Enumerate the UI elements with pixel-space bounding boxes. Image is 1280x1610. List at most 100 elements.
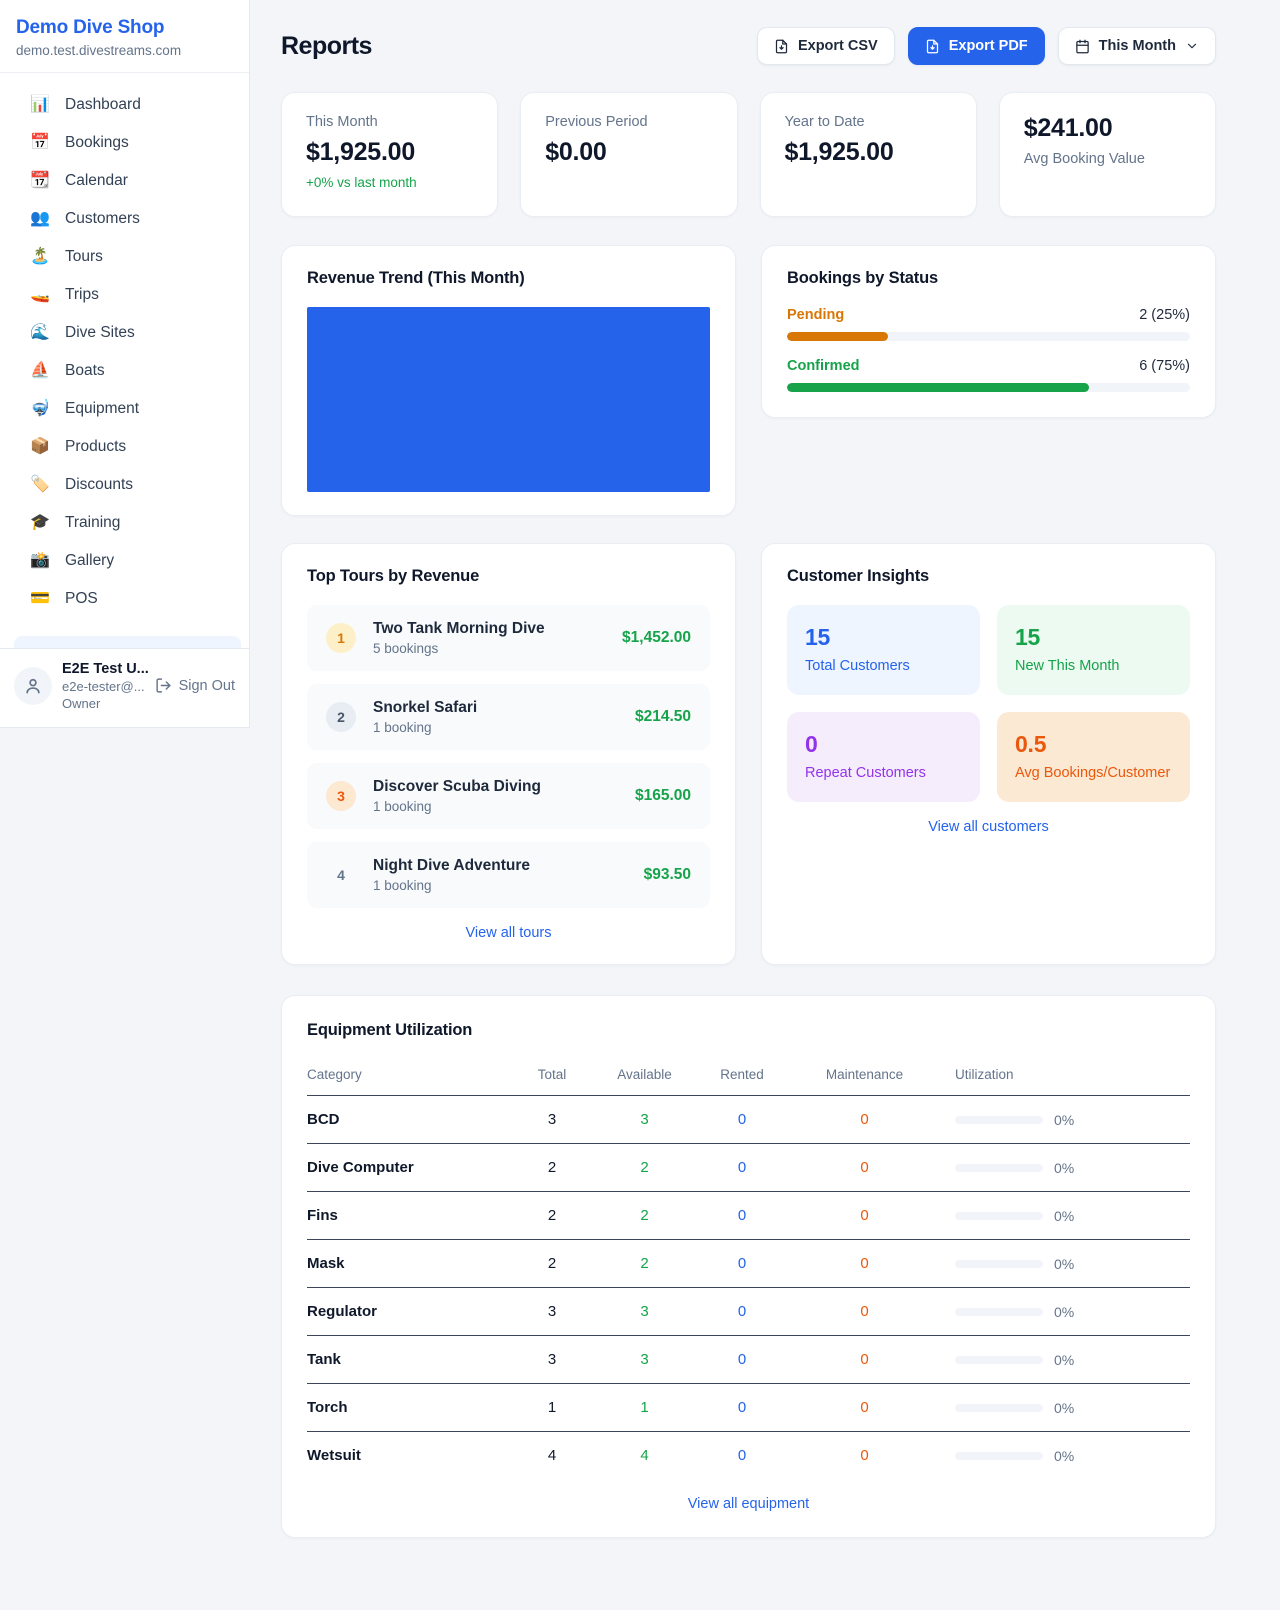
utilization-bar-track [955, 1115, 1043, 1124]
cell-available: 3 [640, 1303, 649, 1320]
sidebar-item-dive-sites[interactable]: 🌊 Dive Sites [14, 314, 241, 352]
tour-name: Snorkel Safari [373, 699, 478, 716]
status-list: Pending 2 (25%) Confirmed 6 (75%) [787, 307, 1190, 392]
tour-revenue: $1,452.00 [622, 629, 691, 646]
tour-item-night-dive-adventure: 4 Night Dive Adventure 1 booking $93.50 [307, 842, 710, 908]
period-selector[interactable]: This Month [1057, 27, 1216, 65]
stat-delta: +0% vs last month [306, 175, 417, 190]
cell-rented: 0 [737, 1399, 747, 1416]
cell-available: 2 [640, 1207, 649, 1224]
charts-row: Revenue Trend (This Month) Bookings by S… [281, 245, 1216, 516]
utilization-wrap: 0% [955, 1304, 1190, 1320]
tour-name: Discover Scuba Diving [373, 778, 541, 795]
sign-out-button[interactable]: Sign Out [155, 661, 235, 694]
revenue-trend-title: Revenue Trend (This Month) [307, 269, 525, 287]
sidebar-item-tours[interactable]: 🏝️ Tours [14, 238, 241, 276]
sidebar-item-discounts[interactable]: 🏷️ Discounts [14, 466, 241, 504]
equipment-row-regulator: Regulator 3 3 0 0 0% [307, 1288, 1190, 1336]
sidebar-item-pos[interactable]: 💳 POS [14, 580, 241, 618]
file-download-icon [775, 39, 788, 53]
sidebar-item-trips[interactable]: 🚤 Trips [14, 276, 241, 314]
customer-insights-title: Customer Insights [787, 567, 930, 585]
cell-category: Regulator [307, 1303, 378, 1320]
cell-available: 2 [640, 1159, 649, 1176]
calendar-icon [1075, 39, 1089, 53]
column-header-total: Total [537, 1067, 567, 1082]
insight-tile-avg-bookings-customer: 0.5 Avg Bookings/Customer [997, 712, 1190, 802]
utilization-bar-track [955, 1307, 1043, 1316]
sidebar-header: Demo Dive Shop demo.test.divestreams.com [0, 0, 249, 73]
stat-label: Previous Period [545, 114, 648, 130]
tour-list: 1 Two Tank Morning Dive 5 bookings $1,45… [307, 605, 710, 908]
tour-name: Two Tank Morning Dive [373, 620, 545, 637]
status-head: Pending 2 (25%) [787, 307, 1190, 323]
insight-label: Repeat Customers [805, 765, 926, 781]
status-progress-track [787, 332, 1190, 341]
sidebar-item-bookings[interactable]: 📅 Bookings [14, 124, 241, 162]
nav-item-icon: 📊 [30, 96, 50, 113]
cell-category: Dive Computer [307, 1159, 414, 1176]
nav-item-label: Equipment [65, 400, 140, 417]
cell-utilization: 0% [937, 1448, 1190, 1464]
insight-tile-repeat-customers: 0 Repeat Customers [787, 712, 980, 802]
sidebar-item-dashboard[interactable]: 📊 Dashboard [14, 86, 241, 124]
status-progress-fill [787, 332, 888, 341]
tour-info: Night Dive Adventure 1 booking [373, 857, 530, 893]
page-title: Reports [281, 31, 372, 60]
cell-total: 4 [547, 1447, 557, 1464]
stat-label: Year to Date [784, 114, 865, 130]
rank-badge: 3 [326, 781, 356, 811]
insight-label: Avg Bookings/Customer [1015, 765, 1171, 781]
sidebar-item-products[interactable]: 📦 Products [14, 428, 241, 466]
tour-item-snorkel-safari: 2 Snorkel Safari 1 booking $214.50 [307, 684, 710, 750]
main-content: Reports Export CSV Export PDF This Month… [250, 0, 1280, 1538]
utilization-percent: 0% [1054, 1399, 1075, 1416]
insight-label: New This Month [1015, 658, 1120, 674]
insight-label: Total Customers [805, 658, 910, 674]
status-value: 2 (25%) [1139, 307, 1190, 323]
insight-tiles: 15 Total Customers 15 New This Month 0 R… [787, 605, 1190, 802]
view-all-tours-link[interactable]: View all tours [307, 925, 710, 941]
cell-available: 3 [640, 1111, 649, 1128]
sidebar-item-calendar[interactable]: 📆 Calendar [14, 162, 241, 200]
status-label: Pending [787, 307, 845, 323]
utilization-percent: 0% [1054, 1159, 1075, 1176]
page-header: Reports Export CSV Export PDF This Month [281, 27, 1216, 65]
utilization-bar-track [955, 1403, 1043, 1412]
export-pdf-label: Export PDF [948, 38, 1028, 54]
nav-item-label: Tours [65, 248, 103, 265]
stat-label: Avg Booking Value [1023, 151, 1145, 167]
sidebar-item-training[interactable]: 🎓 Training [14, 504, 241, 542]
utilization-wrap: 0% [955, 1352, 1190, 1368]
cell-maintenance: 0 [860, 1351, 869, 1368]
export-pdf-button[interactable]: Export PDF [907, 27, 1045, 65]
sidebar-item-customers[interactable]: 👥 Customers [14, 200, 241, 238]
nav-item-label: Training [65, 514, 121, 531]
utilization-bar-track [955, 1259, 1043, 1268]
stat-value: $0.00 [545, 138, 607, 166]
tour-info: Discover Scuba Diving 1 booking [373, 778, 541, 814]
column-header-rented: Rented [720, 1067, 764, 1082]
insight-value: 15 [805, 624, 831, 650]
sidebar-item-equipment[interactable]: 🤿 Equipment [14, 390, 241, 428]
view-all-customers-link[interactable]: View all customers [787, 819, 1190, 835]
export-csv-button[interactable]: Export CSV [756, 27, 895, 65]
nav-item-icon: 👥 [30, 210, 50, 227]
sidebar-item-boats[interactable]: ⛵ Boats [14, 352, 241, 390]
insight-value: 15 [1015, 624, 1041, 650]
nav-item-icon: 📸 [30, 552, 50, 569]
view-all-equipment-link[interactable]: View all equipment [307, 1496, 1190, 1512]
nav-item-icon: ⛵ [30, 362, 50, 379]
nav-item-icon: 📦 [30, 438, 50, 455]
top-tours-title: Top Tours by Revenue [307, 567, 480, 585]
file-download-icon [926, 39, 938, 53]
equipment-table-header: Category Total Available Rented Maintena… [307, 1059, 1190, 1096]
nav-item-icon: 🚤 [30, 286, 50, 303]
tour-bookings: 1 booking [373, 799, 432, 814]
sidebar-item-gallery[interactable]: 📸 Gallery [14, 542, 241, 580]
sidebar-nav: 📊 Dashboard 📅 Bookings 📆 Calendar 👥 Cust… [0, 73, 249, 618]
utilization-percent: 0% [1054, 1447, 1075, 1464]
shop-domain: demo.test.divestreams.com [16, 43, 182, 58]
export-csv-label: Export CSV [797, 38, 878, 54]
cell-category: Mask [307, 1255, 345, 1272]
